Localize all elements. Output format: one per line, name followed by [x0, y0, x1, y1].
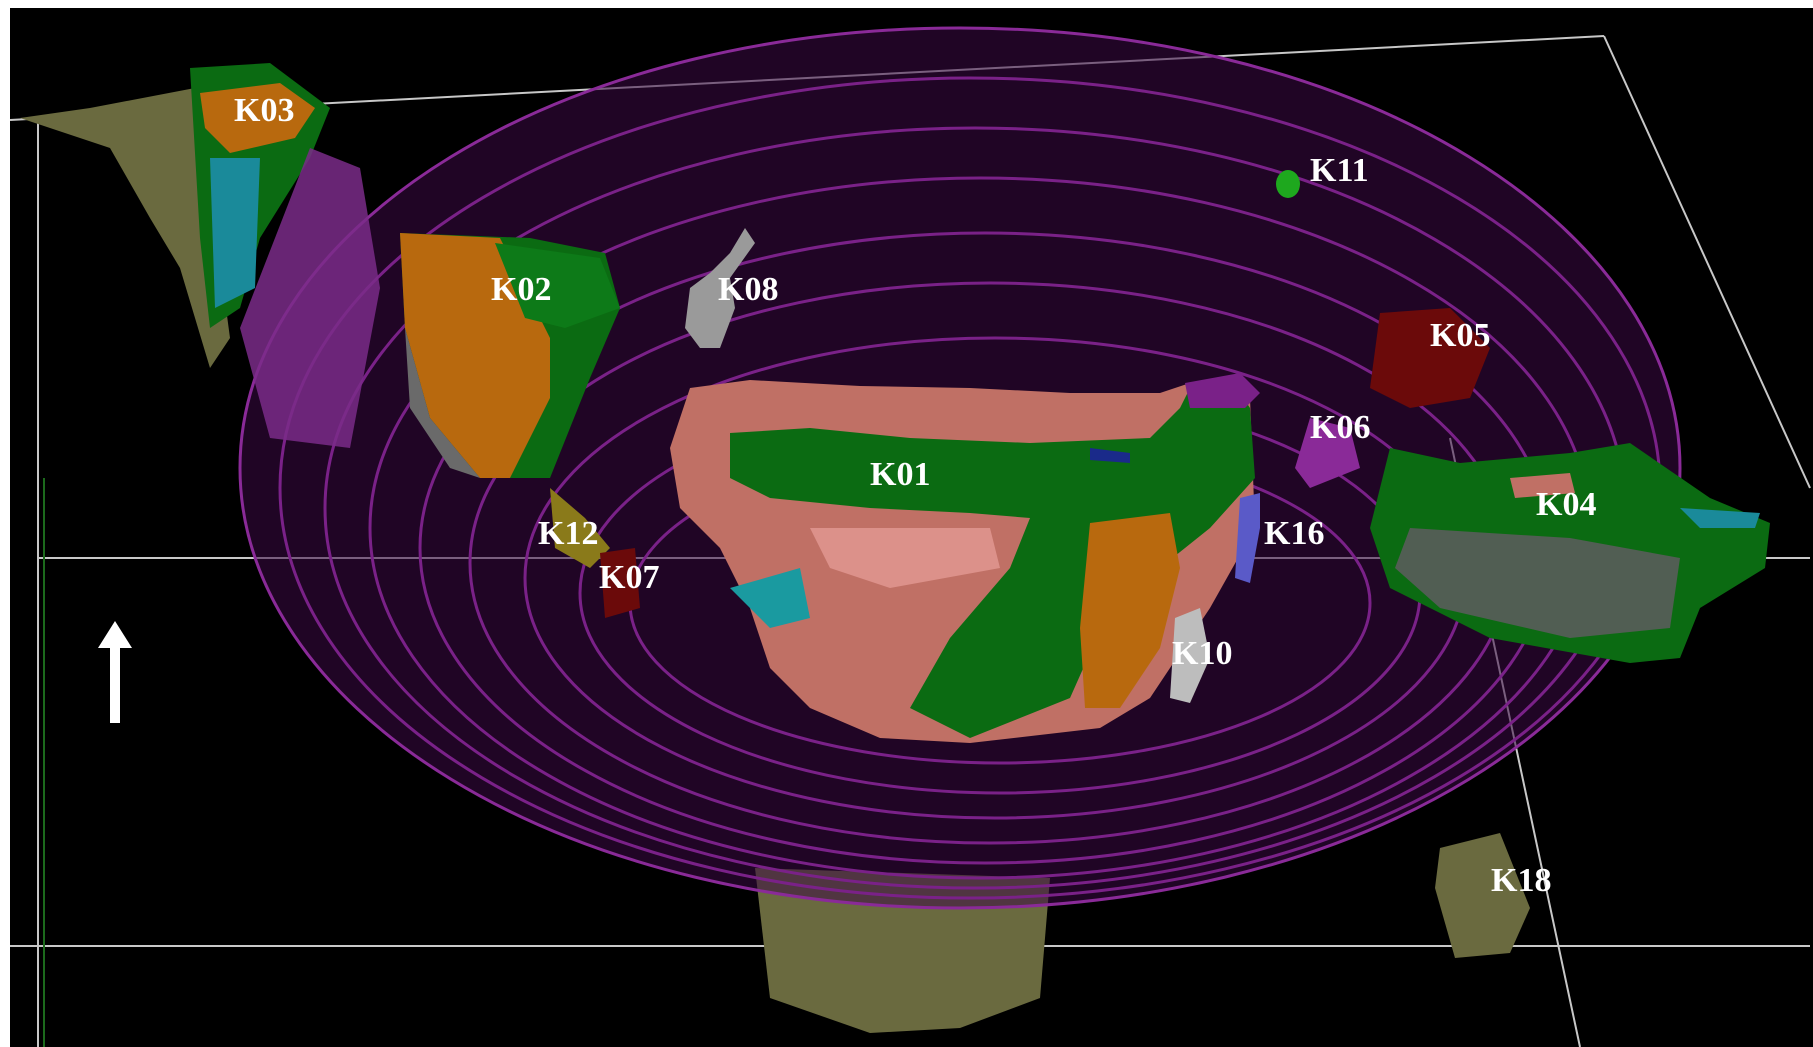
orebody-k10 — [1170, 608, 1210, 703]
label-k05: K05 — [1430, 317, 1490, 354]
orebody-k16 — [1235, 493, 1260, 583]
orebody-k03 — [20, 63, 380, 448]
orebody-k06 — [1295, 418, 1360, 488]
orebody-k08 — [685, 228, 755, 348]
label-k06: K06 — [1310, 409, 1370, 446]
label-k10: K10 — [1172, 635, 1232, 672]
3d-viewport[interactable]: K03 K02 K08 K11 K05 K06 K04 K01 K12 K07 … — [10, 8, 1813, 1047]
orebody-k07 — [600, 548, 640, 618]
label-k11: K11 — [1310, 152, 1369, 189]
label-k04: K04 — [1536, 486, 1596, 523]
north-arrow-icon — [98, 621, 132, 723]
orebody-k12 — [550, 488, 610, 568]
orebody-3d-scene: K03 K02 K08 K11 K05 K06 K04 K01 K12 K07 … — [10, 26, 1811, 1047]
label-k16: K16 — [1264, 515, 1324, 552]
label-k02: K02 — [491, 271, 551, 308]
label-k18: K18 — [1491, 862, 1551, 899]
olive-body-k18 — [1435, 833, 1530, 958]
orebody-k02 — [400, 233, 620, 478]
orebody-k05 — [1370, 308, 1490, 408]
label-k01: K01 — [870, 456, 930, 493]
label-k12: K12 — [538, 515, 598, 552]
label-k03: K03 — [234, 92, 294, 129]
orebody-k04 — [1370, 443, 1770, 663]
label-k08: K08 — [718, 271, 778, 308]
label-k07: K07 — [599, 559, 659, 596]
orebody-k11 — [1276, 170, 1300, 198]
orebody-k01 — [670, 373, 1260, 743]
